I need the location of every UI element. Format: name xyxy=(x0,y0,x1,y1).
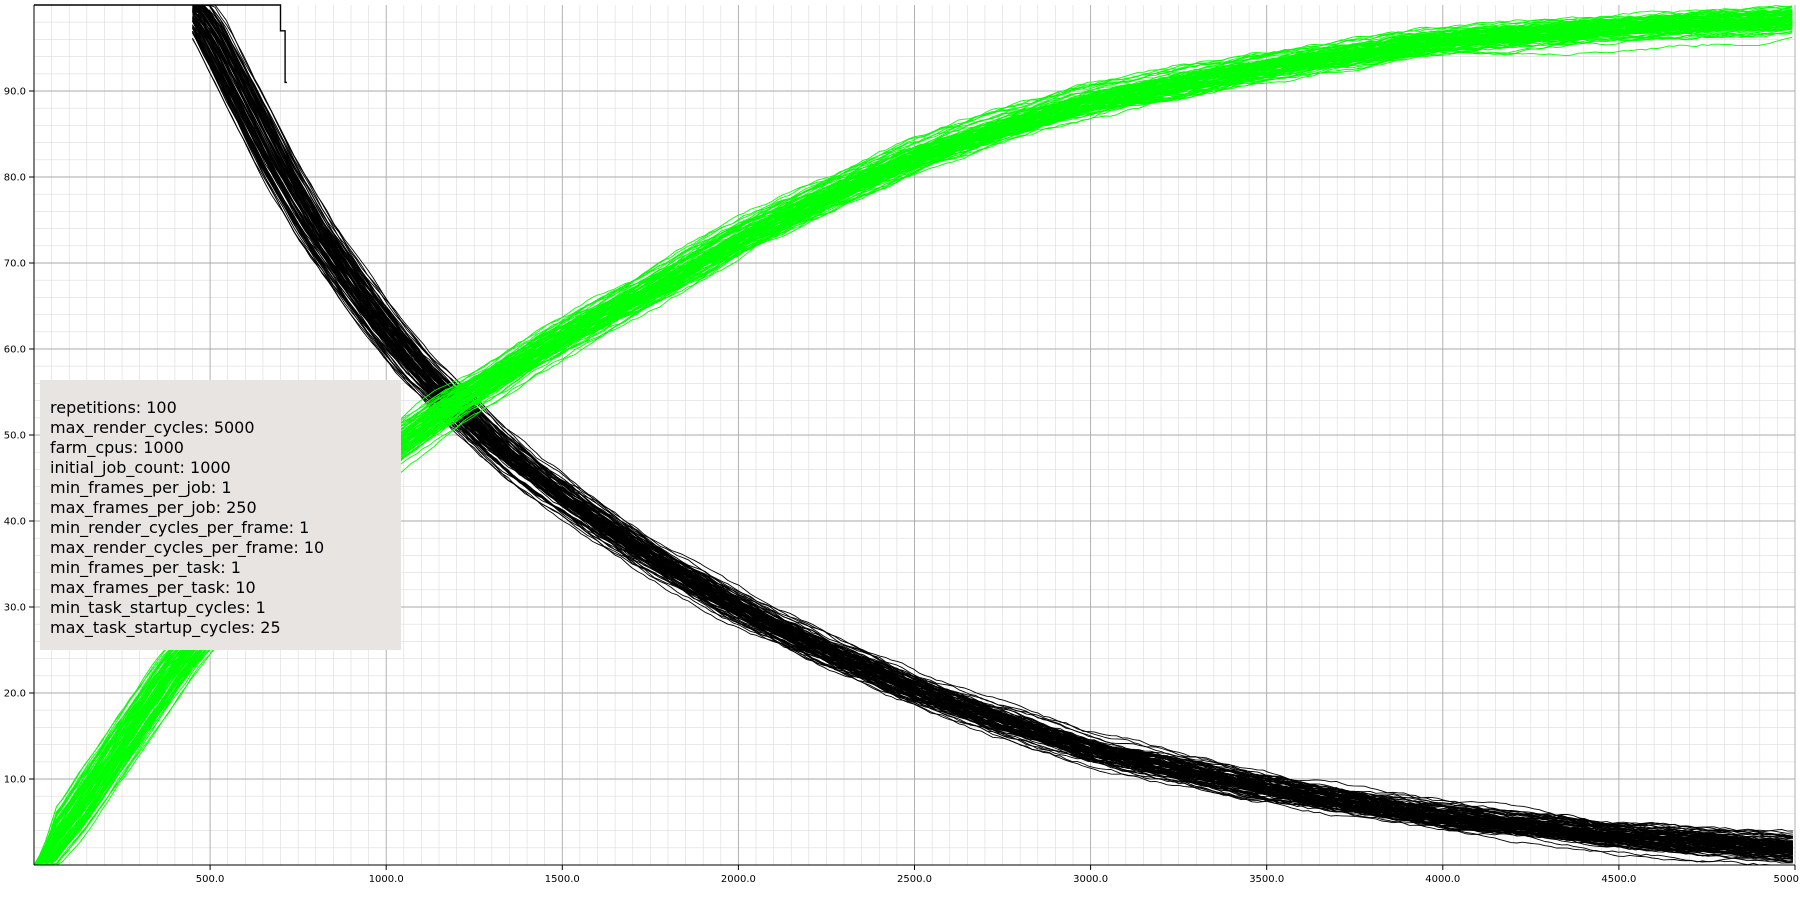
x-tick-label: 500.0 xyxy=(196,874,225,885)
x-tick-label: 3500.0 xyxy=(1249,874,1284,885)
x-tick-label: 1500.0 xyxy=(545,874,580,885)
black-series-line-81 xyxy=(192,32,1793,858)
black-series-group xyxy=(192,4,1794,866)
legend-entry: farm_cpus: 1000 xyxy=(50,438,184,458)
y-tick-label: 80.0 xyxy=(4,173,26,184)
x-tick-label: 1000.0 xyxy=(369,874,404,885)
y-tick-label: 10.0 xyxy=(4,775,26,786)
legend-entry: max_render_cycles_per_frame: 10 xyxy=(50,538,324,558)
step-trace-line xyxy=(34,4,287,84)
legend-entry: min_task_startup_cycles: 1 xyxy=(50,598,266,618)
y-tick-label: 30.0 xyxy=(4,603,26,614)
legend-entry: initial_job_count: 1000 xyxy=(50,458,231,478)
y-tick-label: 50.0 xyxy=(4,431,26,442)
legend-entry: max_task_startup_cycles: 25 xyxy=(50,618,281,638)
x-tick-label: 4500.0 xyxy=(1601,874,1636,885)
legend-entry: min_frames_per_task: 1 xyxy=(50,558,241,578)
y-tick-label: 60.0 xyxy=(4,345,26,356)
legend-entry: max_frames_per_job: 250 xyxy=(50,498,257,518)
black-series-line-99 xyxy=(192,27,1793,838)
y-tick-label: 90.0 xyxy=(4,87,26,98)
x-tick-label: 2500.0 xyxy=(897,874,932,885)
black-series-line-44 xyxy=(192,4,1793,836)
y-tick-label: 40.0 xyxy=(4,517,26,528)
x-tick-label: 4000.0 xyxy=(1425,874,1460,885)
legend-entry: max_render_cycles: 5000 xyxy=(50,418,255,438)
legend-entry: min_render_cycles_per_frame: 1 xyxy=(50,518,309,538)
legend-entry: max_frames_per_task: 10 xyxy=(50,578,256,598)
x-axis-ticks: 500.0 1000.0 1500.0 2000.0 2500.0 3000.0 3500.… xyxy=(196,865,1799,885)
y-tick-label: 20.0 xyxy=(4,689,26,700)
x-tick-label: 5000 xyxy=(1774,874,1799,885)
legend-entry: repetitions: 100 xyxy=(50,398,177,417)
x-tick-label: 2000.0 xyxy=(721,874,756,885)
y-tick-label: 70.0 xyxy=(4,259,26,270)
step-trace xyxy=(34,4,287,84)
y-axis-ticks: 10.0 20.0 30.0 40.0 50.0 60.0 70.0 80.0 90.0 xyxy=(4,87,34,786)
legend-box xyxy=(40,380,401,650)
legend-entry: min_frames_per_job: 1 xyxy=(50,478,232,498)
x-tick-label: 3000.0 xyxy=(1073,874,1108,885)
black-series-line-92 xyxy=(192,32,1794,853)
